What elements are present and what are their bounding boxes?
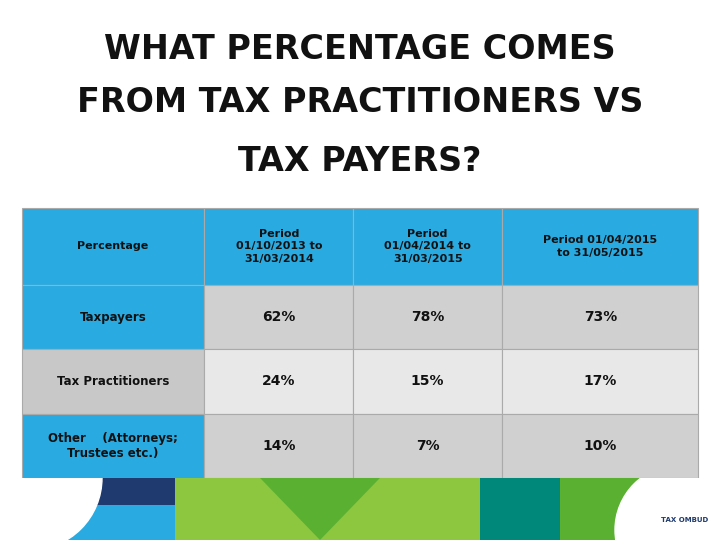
Bar: [204, 208, 354, 285]
Text: Percentage: Percentage: [77, 241, 148, 252]
Circle shape: [615, 465, 720, 540]
Text: 10%: 10%: [584, 438, 617, 453]
Text: 62%: 62%: [262, 310, 295, 324]
Text: Tax Practitioners: Tax Practitioners: [57, 375, 169, 388]
Bar: [204, 414, 354, 478]
Circle shape: [0, 406, 102, 540]
Text: Taxpayers: Taxpayers: [80, 310, 146, 323]
Polygon shape: [260, 478, 380, 540]
Text: Period 01/04/2015
to 31/05/2015: Period 01/04/2015 to 31/05/2015: [543, 235, 657, 258]
Bar: [354, 349, 502, 414]
Text: Other    (Attorneys;
Trustees etc.): Other (Attorneys; Trustees etc.): [48, 431, 178, 460]
Text: 7%: 7%: [416, 438, 439, 453]
Text: Period
01/04/2014 to
31/03/2015: Period 01/04/2014 to 31/03/2015: [384, 228, 471, 264]
Bar: [625, 483, 715, 535]
Bar: [22, 349, 204, 414]
Text: WHAT PERCENTAGE COMES: WHAT PERCENTAGE COMES: [104, 33, 616, 66]
Bar: [502, 208, 698, 285]
Polygon shape: [55, 505, 175, 540]
Bar: [22, 208, 204, 285]
Bar: [502, 414, 698, 478]
Text: 78%: 78%: [411, 310, 444, 324]
Polygon shape: [220, 478, 360, 540]
Text: TAX PAYERS?: TAX PAYERS?: [238, 145, 482, 178]
Bar: [502, 285, 698, 349]
Bar: [204, 349, 354, 414]
Bar: [354, 285, 502, 349]
Bar: [22, 414, 204, 478]
Bar: [354, 414, 502, 478]
Bar: [354, 208, 502, 285]
Bar: [502, 349, 698, 414]
Text: FROM TAX PRACTITIONERS VS: FROM TAX PRACTITIONERS VS: [77, 86, 643, 119]
Bar: [55, 478, 175, 505]
Bar: [204, 285, 354, 349]
Circle shape: [0, 462, 123, 540]
Bar: [22, 285, 204, 349]
Text: 17%: 17%: [584, 374, 617, 388]
Text: 73%: 73%: [584, 310, 617, 324]
Text: Period
01/10/2013 to
31/03/2014: Period 01/10/2013 to 31/03/2014: [235, 228, 322, 264]
Polygon shape: [560, 478, 720, 540]
Text: TAX OMBUD: TAX OMBUD: [662, 517, 708, 523]
Text: 14%: 14%: [262, 438, 295, 453]
Text: 15%: 15%: [411, 374, 444, 388]
Text: 24%: 24%: [262, 374, 295, 388]
Polygon shape: [480, 478, 620, 540]
